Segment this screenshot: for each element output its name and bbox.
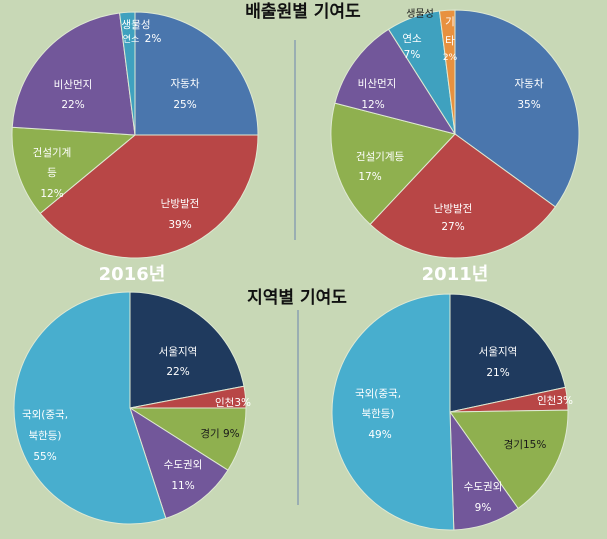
label-seoul-pct: 21%	[486, 367, 509, 379]
label-construction-pct: 17%	[358, 171, 381, 183]
pie-emission-2016	[11, 11, 259, 259]
pie-slice-경기	[449, 409, 569, 510]
year-label-left: 2016년	[99, 264, 166, 285]
pie-slice-수도권외	[129, 406, 229, 519]
label-outside-metro-pct: 9%	[475, 502, 492, 514]
label-dust-pct: 12%	[361, 99, 384, 111]
pie-slice-서울지역	[129, 291, 245, 409]
pie-slice-국외-중국-북한등	[13, 291, 167, 525]
label-dust: 비산먼지	[54, 79, 93, 91]
pie-region-2011	[331, 293, 569, 531]
label-dust-pct: 22%	[61, 99, 84, 111]
label-other-pct: 2%	[443, 53, 458, 63]
pie-slice-비산먼지	[11, 12, 136, 136]
pie-region-2016	[13, 291, 247, 525]
label-car: 자동차	[515, 78, 544, 90]
pie-slice-건설기계등	[11, 126, 137, 215]
label-biomass: 생물성	[122, 19, 151, 31]
label-heating: 난방발전	[434, 203, 473, 215]
label-foreign-2: 북한등)	[361, 408, 394, 420]
label-dust: 비산먼지	[358, 78, 397, 90]
pie-slice-생물성연소	[119, 11, 136, 136]
label-foreign-pct: 49%	[368, 429, 391, 441]
label-heating: 난방발전	[161, 198, 200, 210]
pie-slice-국외-중국-북한등	[331, 293, 455, 531]
label-foreign: 국외(중국,	[355, 388, 401, 400]
label-construction: 건설기계등	[356, 151, 405, 163]
label-biomass-pct: 2%	[145, 33, 162, 45]
label-incheon: 인천3%	[215, 397, 251, 409]
title-emission-source: 배출원별 기여도	[245, 2, 361, 22]
label-outside-metro-pct: 11%	[171, 480, 194, 492]
title-region: 지역별 기여도	[247, 288, 347, 308]
label-foreign-2: 북한등)	[28, 430, 61, 442]
label-biomass-pct: 7%	[404, 49, 421, 61]
label-outside-metro: 수도권외	[164, 459, 203, 471]
label-car-pct: 35%	[517, 99, 540, 111]
label-seoul: 서울지역	[479, 346, 518, 358]
label-construction: 건설기계	[33, 147, 72, 159]
pie-slice-자동차	[454, 9, 580, 208]
label-biomass-top: 생물성	[406, 8, 434, 20]
label-foreign: 국외(중국,	[22, 409, 68, 421]
label-biomass-2: 연소	[123, 34, 140, 45]
pie-emission-2011	[330, 9, 580, 259]
label-outside-metro: 수도권외	[464, 481, 503, 493]
pie-slice-기타	[438, 9, 456, 135]
pie-slice-자동차	[134, 11, 259, 136]
pie-slice-난방발전	[39, 134, 259, 259]
pie-slice-비산먼지	[334, 28, 457, 135]
label-seoul: 서울지역	[159, 346, 198, 358]
label-foreign-pct: 55%	[33, 451, 56, 463]
pie-slice-건설기계등	[330, 102, 456, 226]
label-other: 기	[445, 16, 455, 28]
label-heating-pct: 39%	[168, 219, 191, 231]
label-biomass: 연소	[402, 33, 422, 45]
label-heating-pct: 27%	[441, 221, 464, 233]
label-seoul-pct: 22%	[166, 366, 189, 378]
label-car-pct: 25%	[173, 99, 196, 111]
label-construction-pct: 12%	[40, 188, 63, 200]
pie-slice-난방발전	[369, 133, 557, 259]
label-car: 자동차	[171, 78, 200, 90]
year-label-right: 2011년	[422, 264, 489, 285]
pie-slice-서울지역	[449, 293, 566, 413]
label-incheon: 인천3%	[537, 395, 573, 407]
label-other-2: 타	[445, 35, 455, 47]
label-construction-2: 등	[47, 167, 57, 179]
label-gyeonggi: 경기15%	[504, 438, 547, 451]
label-gyeonggi: 경기 9%	[200, 427, 239, 440]
